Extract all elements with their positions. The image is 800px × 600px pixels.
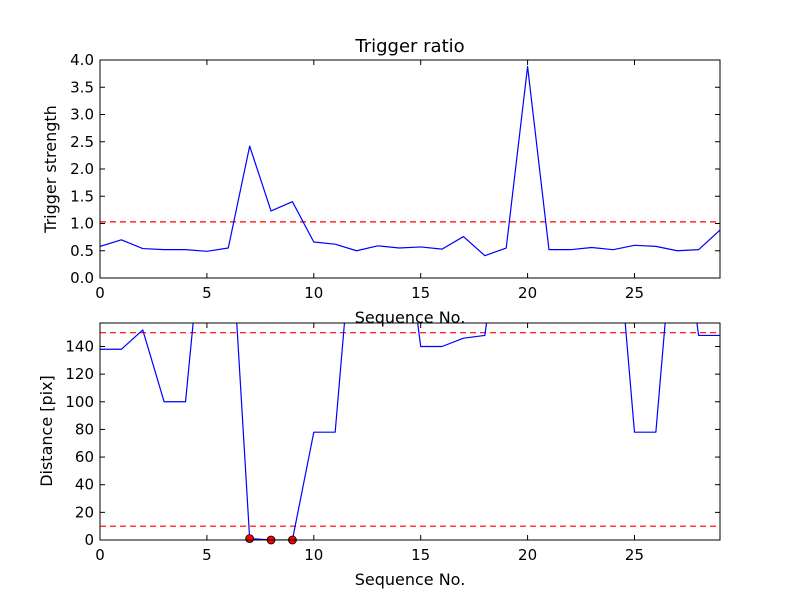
y-axis-label: Distance [pix] [37,375,56,487]
y-tick-label: 4.0 [70,51,94,69]
y-tick-label: 1.5 [70,187,94,205]
y-tick-label: 60 [75,448,94,466]
x-tick-label: 15 [411,546,430,564]
y-tick-label: 2.5 [70,133,94,151]
y-axis: 0 20 40 60 80 100 120 140 [65,337,720,549]
trigger-ratio-chart: Trigger ratio 0 5 10 15 20 25 0.0 0.5 1.0 1.5 2.0… [41,36,721,327]
x-tick-label: 10 [304,546,323,564]
y-tick-label: 0.5 [70,242,94,260]
x-tick-label: 0 [95,284,105,302]
y-tick-label: 0.0 [70,269,94,287]
x-axis-label: Sequence No. [355,308,466,327]
y-tick-label: 1.0 [70,215,94,233]
x-axis-label: Sequence No. [355,570,466,589]
x-tick-label: 25 [625,284,644,302]
y-tick-label: 120 [65,365,94,383]
x-tick-label: 5 [202,284,212,302]
y-tick-label: 3.0 [70,106,94,124]
x-tick-label: 20 [518,546,537,564]
series-line [100,65,720,257]
y-tick-label: 100 [65,393,94,411]
x-tick-label: 20 [518,284,537,302]
x-tick-label: 25 [625,546,644,564]
threshold-lines [100,332,720,527]
series-group [100,65,720,257]
chart-title: Trigger ratio [354,36,464,57]
y-axis-label: Trigger strength [41,105,60,234]
x-axis: 0 5 10 15 20 25 [95,60,644,302]
distance-chart: 0 5 10 15 20 25 0 20 40 60 80 100 120 140 Sequence N… [37,322,721,589]
y-tick-label: 80 [75,420,94,438]
x-axis: 0 5 10 15 20 25 [95,323,644,564]
y-tick-label: 20 [75,503,94,521]
y-tick-label: 3.5 [70,78,94,96]
plot-frame [99,322,721,541]
y-tick-label: 2.0 [70,160,94,178]
x-tick-label: 0 [95,546,105,564]
y-tick-label: 140 [65,337,94,355]
y-tick-label: 40 [75,476,94,494]
x-tick-label: 5 [202,546,212,564]
data-marker [245,534,255,544]
x-tick-label: 10 [304,284,323,302]
x-tick-label: 15 [411,284,430,302]
y-axis: 0.0 0.5 1.0 1.5 2.0 2.5 3.0 3.5 4.0 [70,51,720,287]
y-tick-label: 0 [84,531,94,549]
